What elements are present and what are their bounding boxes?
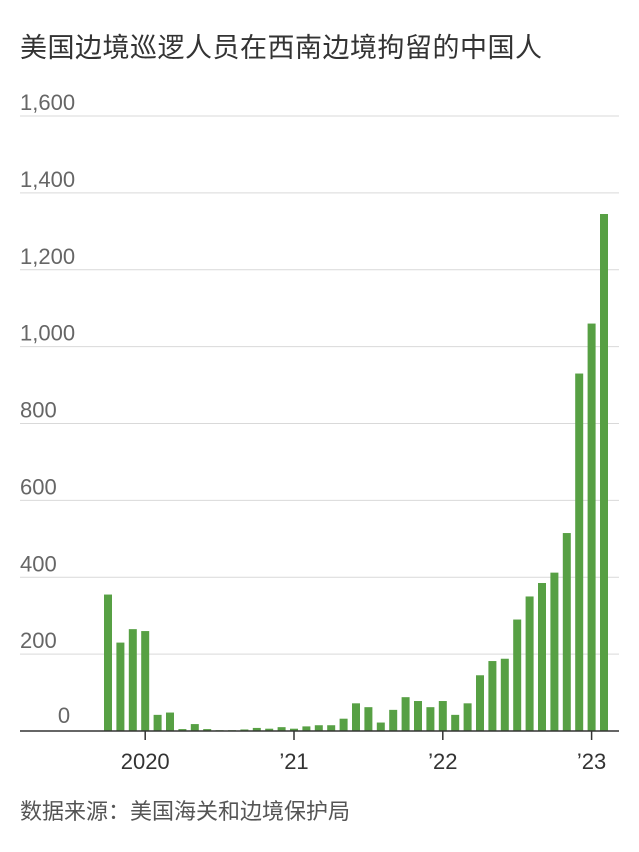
bar-2022-01	[438, 701, 447, 731]
bar-2022-11	[562, 533, 571, 731]
bar-2021-12	[426, 707, 435, 731]
bar-2023-02	[600, 214, 608, 731]
bar-2020-03	[166, 712, 174, 731]
bar-2021-09	[389, 709, 398, 731]
bar-2021-11	[414, 701, 422, 731]
bar-2022-02	[451, 714, 460, 731]
bar-2020-11	[265, 728, 274, 731]
x-tick-label: ’21	[279, 749, 308, 774]
y-tick-label: 600	[20, 474, 57, 499]
x-axis: 2020 ’21 ’22 ’23	[20, 730, 619, 774]
y-tick-label: 200	[20, 628, 57, 653]
bar-2022-03	[463, 703, 472, 731]
bar-2021-03	[314, 725, 323, 731]
bar-2022-06	[500, 658, 509, 731]
bar-2021-01	[290, 728, 298, 731]
bar-2023-01	[587, 323, 596, 731]
bar-2022-07	[513, 619, 522, 731]
bar-2020-12	[277, 727, 286, 731]
bar-2022-04	[476, 675, 484, 731]
bar-2021-05	[339, 718, 348, 731]
gridlines: 0 200 400 600 800 1,000 1,200 1,400 1,600	[20, 90, 619, 728]
data-source-note: 数据来源：美国海关和边境保护局	[20, 800, 351, 825]
bar-2020-05	[190, 724, 199, 731]
x-tick-label: 2020	[121, 749, 170, 774]
bar-2021-07	[364, 707, 373, 731]
bar-2021-04	[327, 725, 336, 731]
chart-title: 美国边境巡逻人员在西南边境拘留的中国人	[20, 33, 543, 64]
bar-2019-12	[128, 629, 137, 731]
bar-2022-08	[525, 596, 534, 731]
bar-2019-11	[116, 642, 125, 731]
y-tick-label: 1,200	[20, 244, 75, 269]
x-tick-label: ’22	[428, 749, 457, 774]
bar-2020-04	[178, 729, 187, 731]
bar-2021-08	[376, 722, 385, 731]
y-tick-label: 1,600	[20, 90, 75, 115]
bar-2020-09	[240, 729, 249, 731]
bar-2020-01	[141, 631, 150, 731]
y-tick-label: 1,400	[20, 167, 75, 192]
bar-2021-06	[352, 703, 360, 731]
bars	[104, 214, 608, 731]
bar-2022-10	[550, 572, 559, 731]
bar-2022-12	[575, 373, 584, 731]
bar-2020-06	[203, 729, 212, 731]
bar-2020-10	[252, 727, 261, 731]
x-tick-label: ’23	[577, 749, 606, 774]
bar-2022-05	[488, 661, 497, 731]
bar-2022-09	[538, 583, 546, 731]
bar-2020-02	[153, 714, 162, 731]
y-tick-label: 400	[20, 551, 57, 576]
bar-2021-10	[401, 697, 410, 731]
y-tick-label: 800	[20, 398, 57, 423]
y-tick-label: 0	[58, 703, 70, 728]
y-tick-label: 1,000	[20, 321, 75, 346]
bar-2019-10	[104, 594, 112, 731]
bar-2021-02	[302, 726, 311, 731]
